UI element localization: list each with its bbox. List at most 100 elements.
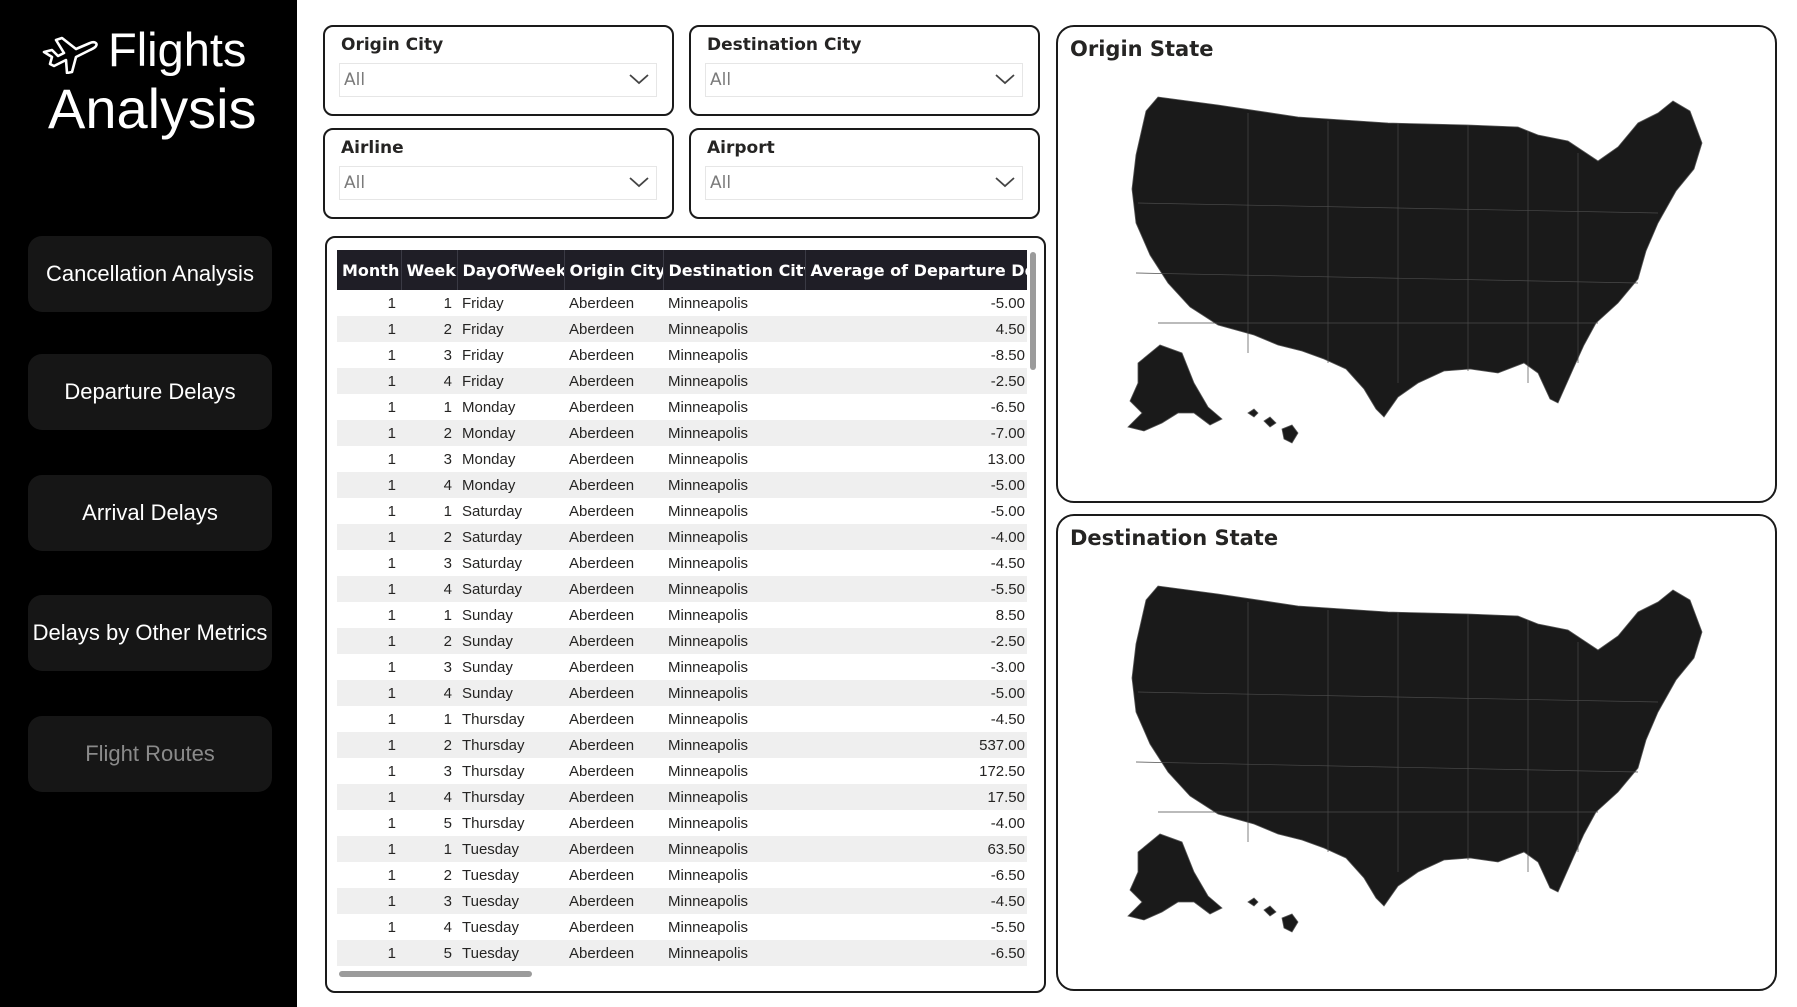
nav-flight-routes-button[interactable]: Flight Routes [28, 716, 272, 792]
column-header[interactable]: Origin City [564, 250, 664, 290]
table-cell: Minneapolis [663, 836, 805, 862]
nav-label: Arrival Delays [82, 500, 218, 525]
table-cell: Aberdeen [564, 784, 663, 810]
alaska-shape[interactable] [1127, 833, 1223, 921]
table-cell: 1 [337, 836, 401, 862]
us-mainland-shape[interactable] [1131, 96, 1703, 418]
table-row[interactable]: 1 3 Saturday Aberdeen Minneapolis -4.50 [337, 550, 1027, 576]
table-cell: Aberdeen [564, 576, 663, 602]
table-cell: 4 [401, 680, 457, 706]
table-row[interactable]: 1 1 Saturday Aberdeen Minneapolis -5.00 [337, 498, 1027, 524]
horizontal-scrollbar[interactable] [339, 971, 532, 977]
table-row[interactable]: 1 2 Sunday Aberdeen Minneapolis -2.50 [337, 628, 1027, 654]
alaska-shape[interactable] [1127, 344, 1223, 432]
table-cell: Aberdeen [564, 368, 663, 394]
table-row[interactable]: 1 3 Tuesday Aberdeen Minneapolis -4.50 [337, 888, 1027, 914]
table-row[interactable]: 1 2 Tuesday Aberdeen Minneapolis -6.50 [337, 862, 1027, 888]
table-cell: Tuesday [462, 918, 519, 936]
table-cell: 4 [401, 368, 457, 394]
table-row[interactable]: 1 4 Tuesday Aberdeen Minneapolis -5.50 [337, 914, 1027, 940]
table-cell: Sunday [462, 658, 513, 676]
table-row[interactable]: 1 2 Friday Aberdeen Minneapolis 4.50 [337, 316, 1027, 342]
origin-state-map[interactable] [1098, 83, 1738, 493]
table-row[interactable]: 1 4 Friday Aberdeen Minneapolis -2.50 [337, 368, 1027, 394]
table-row[interactable]: 1 4 Monday Aberdeen Minneapolis -5.00 [337, 472, 1027, 498]
table-row[interactable]: 1 1 Tuesday Aberdeen Minneapolis 63.50 [337, 836, 1027, 862]
nav-cancellation-analysis-button[interactable]: Cancellation Analysis [28, 236, 272, 312]
table-cell: -5.00 [805, 680, 1027, 706]
nav-label: Flight Routes [85, 741, 215, 766]
table-cell: Thursday [457, 732, 564, 758]
table-cell: Thursday [462, 710, 525, 728]
table-row[interactable]: 1 3 Friday Aberdeen Minneapolis -8.50 [337, 342, 1027, 368]
table-cell: 5 [443, 814, 452, 832]
destination-state-map[interactable] [1098, 572, 1738, 982]
origin-city-slicer: Origin City All [323, 25, 674, 116]
table-row[interactable]: 1 1 Monday Aberdeen Minneapolis -6.50 [337, 394, 1027, 420]
table-cell: Aberdeen [569, 710, 635, 728]
table-cell: 4.50 [805, 316, 1027, 342]
table-row[interactable]: 1 4 Sunday Aberdeen Minneapolis -5.00 [337, 680, 1027, 706]
table-cell: Saturday [457, 576, 564, 602]
table-row[interactable]: 1 2 Monday Aberdeen Minneapolis -7.00 [337, 420, 1027, 446]
state-boundary-line [1137, 691, 1659, 703]
column-header[interactable]: Week [401, 250, 458, 290]
table-cell: 3 [443, 762, 452, 780]
table-cell: 1 [337, 472, 401, 498]
table-row[interactable]: 1 1 Friday Aberdeen Minneapolis -5.00 [337, 290, 1027, 316]
table-row[interactable]: 1 4 Thursday Aberdeen Minneapolis 17.50 [337, 784, 1027, 810]
table-row[interactable]: 1 5 Tuesday Aberdeen Minneapolis -6.50 [337, 940, 1027, 966]
table-row[interactable]: 1 2 Thursday Aberdeen Minneapolis 537.00 [337, 732, 1027, 758]
nav-delays-by-other-metrics-button[interactable]: Delays by Other Metrics [28, 595, 272, 671]
nav-label: Departure Delays [64, 379, 236, 404]
table-cell: 4 [443, 918, 452, 936]
nav-arrival-delays-button[interactable]: Arrival Delays [28, 475, 272, 551]
table-cell: Aberdeen [569, 658, 635, 676]
table-cell: 1 [387, 294, 396, 312]
column-header[interactable]: Average of Departure Delay [805, 250, 1027, 290]
table-row[interactable]: 1 3 Monday Aberdeen Minneapolis 13.00 [337, 446, 1027, 472]
column-header[interactable]: Month [337, 250, 402, 290]
column-header[interactable]: Destination City [663, 250, 806, 290]
table-cell: Aberdeen [569, 866, 635, 884]
state-boundary-line [1135, 272, 1639, 284]
table-cell: Minneapolis [668, 554, 749, 572]
table-row[interactable]: 1 4 Saturday Aberdeen Minneapolis -5.50 [337, 576, 1027, 602]
table-cell: Tuesday [457, 836, 564, 862]
airport-dropdown[interactable]: All [705, 166, 1023, 200]
table-row[interactable]: 1 2 Saturday Aberdeen Minneapolis -4.00 [337, 524, 1027, 550]
destination-city-dropdown[interactable]: All [705, 63, 1023, 97]
chevron-down-icon [629, 177, 649, 188]
table-cell: Saturday [462, 554, 523, 572]
us-mainland-shape[interactable] [1131, 585, 1703, 907]
nav-departure-delays-button[interactable]: Departure Delays [28, 354, 272, 430]
table-cell: 1 [337, 628, 401, 654]
table-cell: Aberdeen [569, 918, 635, 936]
table-scroll-area[interactable]: Month Week DayOfWeek Origin City Destination… [337, 250, 1027, 970]
table-cell: Aberdeen [569, 606, 635, 624]
table-cell: 3 [443, 450, 452, 468]
table-cell: 1 [387, 606, 396, 624]
table-row[interactable]: 1 1 Sunday Aberdeen Minneapolis 8.50 [337, 602, 1027, 628]
table-cell: Thursday [457, 784, 564, 810]
table-cell: -3.00 [990, 658, 1025, 676]
table-row[interactable]: 1 1 Thursday Aberdeen Minneapolis -4.50 [337, 706, 1027, 732]
origin-city-dropdown[interactable]: All [339, 63, 657, 97]
table-cell: -4.50 [805, 888, 1027, 914]
table-cell: Minneapolis [663, 628, 805, 654]
map-title: Destination State [1070, 526, 1279, 550]
table-cell: 2 [401, 524, 457, 550]
table-cell: Friday [457, 368, 564, 394]
table-cell: 2 [443, 866, 452, 884]
table-row[interactable]: 1 3 Thursday Aberdeen Minneapolis 172.50 [337, 758, 1027, 784]
table-cell: 1 [401, 836, 457, 862]
airline-dropdown[interactable]: All [339, 166, 657, 200]
hawaii-shape[interactable] [1247, 897, 1299, 933]
column-header[interactable]: DayOfWeek [457, 250, 565, 290]
vertical-scrollbar[interactable] [1030, 252, 1036, 370]
table-row[interactable]: 1 5 Thursday Aberdeen Minneapolis -4.00 [337, 810, 1027, 836]
origin-state-map-card: Origin State [1056, 25, 1777, 503]
hawaii-shape[interactable] [1247, 408, 1299, 444]
table-cell: Thursday [462, 762, 525, 780]
table-row[interactable]: 1 3 Sunday Aberdeen Minneapolis -3.00 [337, 654, 1027, 680]
